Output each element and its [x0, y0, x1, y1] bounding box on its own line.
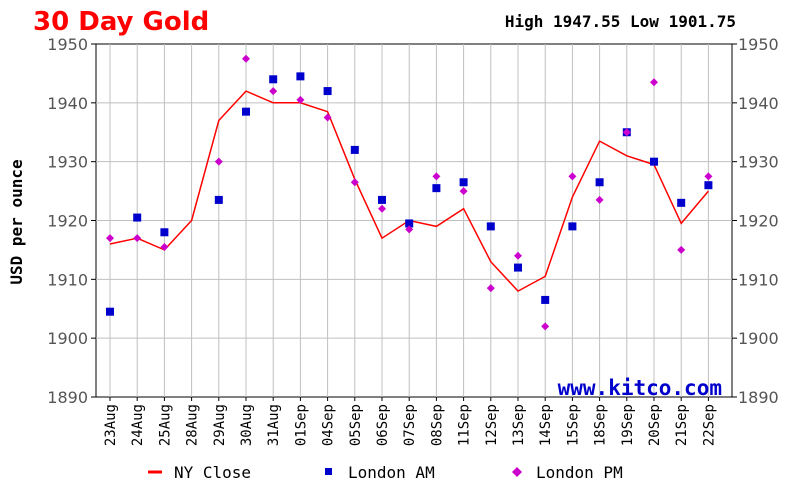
point-london-am	[378, 195, 386, 204]
point-london-am	[595, 178, 604, 187]
y-tick-label-right: 1940	[738, 94, 779, 113]
point-london-pm	[595, 195, 604, 204]
x-tick-label: 07Sep	[402, 404, 418, 446]
y-axis-label: USD per ounce	[7, 159, 26, 284]
y-tick-label-left: 1890	[47, 388, 88, 407]
point-london-pm	[160, 242, 169, 251]
point-london-am	[405, 219, 414, 228]
legend-label: London PM	[536, 463, 623, 482]
x-tick-label: 19Sep	[620, 404, 636, 446]
y-tick-label-left: 1930	[47, 153, 88, 172]
chart-title: 30 Day Gold	[33, 7, 209, 37]
point-london-am	[486, 222, 495, 231]
x-tick-label: 24Aug	[130, 404, 146, 446]
point-london-pm	[677, 245, 686, 254]
x-axis: 23Aug 24Aug 25Aug 28Aug 29Aug 30Aug 31Aug 01Sep…	[103, 397, 717, 446]
y-tick-label-left: 1950	[47, 35, 88, 54]
x-tick-label: 21Sep	[674, 404, 690, 446]
point-london-pm	[541, 322, 550, 331]
point-london-am	[296, 72, 305, 81]
point-london-pm	[106, 234, 114, 243]
legend-label: London AM	[348, 463, 435, 482]
point-london-am	[160, 228, 169, 237]
legend-swatch-london-am	[325, 468, 332, 475]
legend: NY Close London AM London PM	[148, 463, 623, 482]
point-london-am	[269, 75, 278, 84]
point-london-pm	[486, 284, 495, 293]
point-london-am	[459, 178, 468, 187]
point-london-am	[242, 107, 250, 116]
point-london-pm	[650, 78, 658, 87]
point-london-pm	[378, 204, 386, 213]
x-tick-label: 23Aug	[103, 404, 119, 446]
point-london-am	[106, 307, 114, 316]
watermark: www.kitco.com	[558, 376, 722, 400]
x-tick-label: 29Aug	[212, 404, 228, 446]
point-london-pm	[296, 95, 305, 104]
point-london-am	[133, 213, 142, 222]
y-tick-label-right: 1910	[738, 270, 779, 289]
x-tick-label: 15Sep	[565, 404, 581, 446]
point-london-pm	[622, 128, 631, 137]
point-london-am	[704, 181, 713, 190]
series-layer	[106, 54, 713, 331]
legend-swatch-london-pm	[512, 467, 522, 477]
grid-lines	[96, 44, 732, 397]
point-london-am	[541, 295, 550, 304]
x-tick-label: 20Sep	[647, 404, 663, 446]
point-london-pm	[350, 178, 359, 187]
point-london-am	[214, 195, 223, 204]
y-axis-left: 1890 1900 1910 1920 1930 1940 1950	[47, 35, 96, 407]
point-london-pm	[432, 172, 441, 181]
x-tick-label: 30Aug	[239, 404, 255, 446]
point-london-pm	[269, 87, 278, 96]
x-tick-label: 04Sep	[321, 404, 337, 446]
point-london-pm	[214, 157, 223, 166]
point-london-pm	[514, 251, 522, 260]
point-london-am	[350, 145, 359, 154]
point-london-am	[432, 184, 441, 193]
point-london-pm	[459, 187, 468, 196]
legend-label: NY Close	[174, 463, 251, 482]
y-tick-label-left: 1910	[47, 270, 88, 289]
x-tick-label: 31Aug	[266, 404, 282, 446]
point-london-pm	[568, 172, 577, 181]
y-tick-label-right: 1890	[738, 388, 779, 407]
y-tick-label-right: 1920	[738, 212, 779, 231]
point-london-pm	[133, 234, 142, 243]
y-axis-right: 1890 1900 1910 1920 1930 1940 1950	[732, 35, 779, 407]
x-tick-label: 11Sep	[457, 404, 473, 446]
y-tick-label-left: 1900	[47, 329, 88, 348]
x-tick-label: 18Sep	[593, 404, 609, 446]
x-tick-label: 08Sep	[429, 404, 445, 446]
point-london-am	[677, 198, 686, 207]
point-london-am	[568, 222, 577, 231]
x-tick-label: 22Sep	[701, 404, 717, 446]
y-tick-label-right: 1930	[738, 153, 779, 172]
y-tick-label-left: 1940	[47, 94, 88, 113]
point-london-am	[650, 157, 658, 166]
point-london-pm	[704, 172, 713, 181]
y-tick-label-right: 1900	[738, 329, 779, 348]
point-london-am	[514, 263, 522, 272]
x-tick-label: 28Aug	[185, 404, 201, 446]
x-tick-label: 12Sep	[484, 404, 500, 446]
point-london-pm	[323, 113, 332, 122]
point-london-pm	[242, 54, 250, 63]
x-tick-label: 25Aug	[157, 404, 173, 446]
high-low-readout: High 1947.55 Low 1901.75	[505, 12, 736, 31]
x-tick-label: 06Sep	[375, 404, 391, 446]
x-tick-label: 13Sep	[511, 404, 527, 446]
x-tick-label: 05Sep	[348, 404, 364, 446]
point-london-am	[323, 87, 332, 96]
x-tick-label: 14Sep	[538, 404, 554, 446]
point-london-pm	[405, 225, 414, 234]
x-tick-label: 01Sep	[293, 404, 309, 446]
y-tick-label-right: 1950	[738, 35, 779, 54]
y-tick-label-left: 1920	[47, 212, 88, 231]
